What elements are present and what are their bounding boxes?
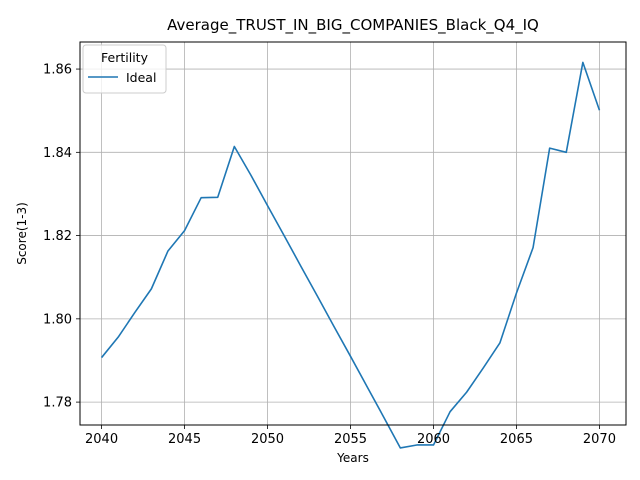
series-line-ideal <box>100 61 601 449</box>
x-tick-label: 2070 <box>583 432 616 447</box>
x-tick-label: 2045 <box>168 432 201 447</box>
x-axis-label: Years <box>336 451 369 465</box>
x-tick-label: 2065 <box>500 432 533 447</box>
x-tick-label: 2055 <box>334 432 367 447</box>
legend-title: Fertility <box>101 50 149 65</box>
y-tick-label: 1.84 <box>43 146 72 161</box>
y-tick-label: 1.78 <box>43 396 72 411</box>
legend-box <box>82 44 167 94</box>
y-axis-label: Score(1-3) <box>15 202 29 265</box>
plot-frame <box>79 41 627 426</box>
x-tick-label: 2060 <box>417 432 450 447</box>
legend: Fertility Ideal <box>82 44 167 94</box>
y-tick-label: 1.82 <box>43 229 72 244</box>
y-tick-label: 1.86 <box>43 63 72 78</box>
y-axis-ticks: 1.78 1.80 1.82 1.84 1.86 <box>43 63 80 411</box>
x-tick-label: 2040 <box>85 432 118 447</box>
x-tick-label: 2050 <box>251 432 284 447</box>
chart-title: Average_TRUST_IN_BIG_COMPANIES_Black_Q4_… <box>167 16 539 35</box>
legend-label-ideal: Ideal <box>126 70 156 85</box>
y-tick-label: 1.80 <box>43 312 72 327</box>
x-axis-ticks: 2040 2045 2050 2055 2060 2065 2070 <box>85 425 616 447</box>
series-lines <box>100 61 601 449</box>
